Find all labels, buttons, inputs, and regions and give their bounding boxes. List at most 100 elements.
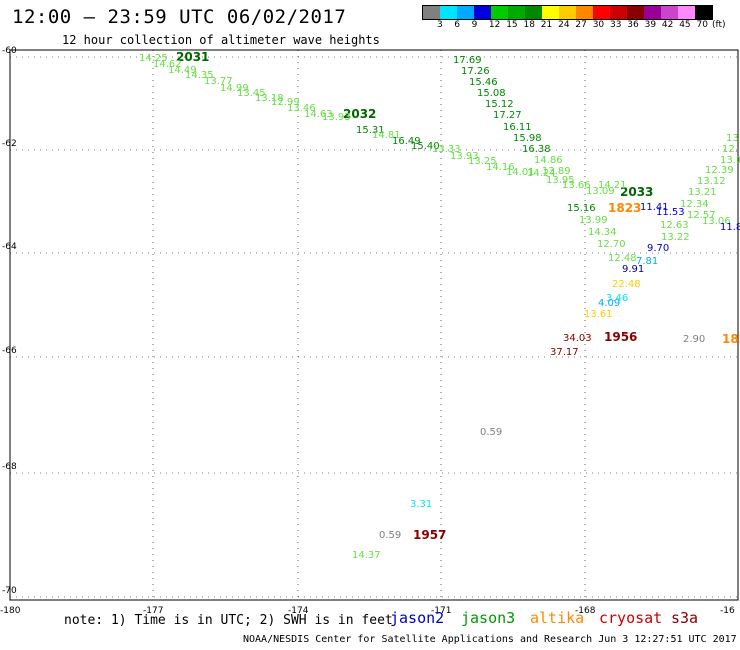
wave-height-label: 9.91 [622,264,644,275]
wave-height-label: 14.37 [352,550,381,561]
wave-height-label: 17.26 [461,66,490,77]
legend-tick: 33 [610,20,622,30]
legend-swatch [508,6,525,19]
wave-height-label: 15.46 [469,77,498,88]
satellite-altika: altika [530,609,585,627]
wave-height-label: 13.25 [468,156,497,167]
wave-height-label: 15.08 [477,88,506,99]
wave-height-label: 13.99 [579,215,608,226]
wave-height-label: 12.99 [271,97,300,108]
legend-swatch [661,6,678,19]
satellite-cryosat: cryosat [599,609,663,627]
wave-height-label: 1957 [413,528,446,542]
legend-swatch [474,6,491,19]
wave-height-label: 13.66 [562,180,591,191]
legend-swatch [610,6,627,19]
wave-height-label: 14.99 [220,83,249,94]
lon-label: -177 [143,606,163,616]
wave-height-label: 12.63 [660,220,689,231]
wave-height-label: 11.41 [640,202,669,213]
legend-swatch [440,6,457,19]
wave-height-label: 13.21 [688,187,717,198]
wave-height-label: 12.57 [687,210,716,221]
legend-swatch [593,6,610,19]
wave-height-label: 13.1 [720,155,740,166]
wave-height-label: 14.49 [168,65,197,76]
wave-height-label: 16.38 [522,144,551,155]
satellite-s3a: s3a [671,609,699,627]
legend-tick: 12 [488,20,501,30]
wave-height-label: 4.09 [598,298,620,309]
wave-height-label: 13.95 [546,175,575,186]
wave-height-label: 2032 [343,107,376,121]
wave-height-label: 17.69 [453,55,482,66]
wave-height-label: 1956 [604,330,637,344]
wave-height-label: 0.59 [379,530,401,541]
wave-height-label: 2031 [176,50,209,64]
wave-height-label: 12.34 [680,199,709,210]
legend-swatch [627,6,644,19]
wave-height-label: 14.63 [304,109,333,120]
legend-swatch [423,6,440,19]
wave-height-label: 13.12 [697,176,726,187]
legend-tick: 6 [454,20,461,30]
lon-label: -180 [0,606,21,616]
wave-height-label: 2.90 [683,334,705,345]
legend-tick: 15 [506,20,518,30]
satellite-jason2: jason2 [390,609,445,627]
wave-height-label: 13.45 [237,88,266,99]
lon-label: -16 [720,606,735,616]
wave-height-label: 16.11 [503,122,532,133]
lon-label: -168 [575,606,596,616]
wave-height-label: 13.89 [542,166,571,177]
wave-height-label: 12.48 [608,253,637,264]
wave-height-label: 13.77 [204,76,233,87]
wave-height-label: 13. [726,133,740,144]
wave-height-label: 11.8 [720,222,740,233]
wave-height-label: 0.59 [480,427,502,438]
lat-label: -60 [2,46,17,56]
legend-tick: 9 [471,20,478,30]
note-text: note: 1) Time is in UTC; 2) SWH is in fe… [64,613,393,628]
legend-tick: 18 [523,20,535,30]
lon-label: -171 [431,606,451,616]
legend-tick: 24 [558,20,570,30]
wave-height-label: 14.34 [588,227,617,238]
wave-height-label: 15.31 [356,125,385,136]
legend-unit: (ft) [712,20,726,30]
satellite-jason3: jason3 [461,609,516,627]
wave-height-label: 16.49 [392,136,421,147]
legend-swatch [644,6,661,19]
wave-height-label: 14.62 [153,59,182,70]
footer-credit: NOAA/NESDIS Center for Satellite Applica… [243,634,737,645]
wave-height-label: 182 [722,332,740,346]
wave-height-label: 9.70 [647,243,669,254]
lat-label: -62 [2,139,17,149]
legend-swatch [525,6,542,19]
legend-swatch [491,6,508,19]
wave-height-label: 14.25 [139,53,168,64]
wave-height-label: 3.31 [410,499,432,510]
page-subtitle: 12 hour collection of altimeter wave hei… [62,33,380,47]
wave-height-label: 12. [722,144,738,155]
legend-swatch [457,6,474,19]
wave-height-label: 13.18 [255,93,284,104]
wave-height-label: 7.81 [636,256,658,267]
legend-swatch [576,6,593,19]
legend-tick: 36 [627,20,639,30]
wave-height-label: 13.06 [702,216,731,227]
map-frame [9,49,739,601]
legend-swatch [695,6,712,19]
legend-tick: 70 [696,20,708,30]
color-legend [422,5,713,20]
lat-label: -64 [2,242,17,252]
lon-label: -174 [288,606,309,616]
wave-height-label: 14.24 [527,168,556,179]
wave-height-label: 2033 [620,185,653,199]
wave-height-label: 13.93 [450,151,479,162]
wave-height-label: 15.12 [485,99,514,110]
wave-height-label: 22.48 [612,279,641,290]
wave-height-label: 14.01 [506,167,535,178]
wave-height-label: 13.09 [586,186,615,197]
